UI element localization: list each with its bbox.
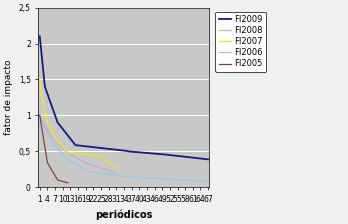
FI2006 (114, 174, 118, 177)
FI2007 (84, 153, 88, 156)
FI2007 (45, 120, 49, 123)
FI2007 (96, 155, 101, 157)
FI2005 (53, 174, 57, 177)
FI2008 (106, 169, 111, 172)
FI2008 (99, 167, 103, 169)
FI2008 (68, 153, 72, 156)
FI2007 (104, 159, 108, 162)
Line: FI2007: FI2007 (40, 80, 116, 167)
FI2008 (61, 147, 65, 150)
FI2008 (43, 124, 47, 127)
FI2007 (114, 166, 118, 169)
FI2008 (63, 150, 68, 152)
FI2008 (45, 128, 49, 131)
FI2007 (61, 146, 65, 148)
FI2006 (38, 114, 42, 117)
FI2008 (71, 155, 75, 157)
FI2007 (53, 137, 57, 140)
Line: FI2008: FI2008 (40, 115, 116, 173)
FI2007 (99, 155, 103, 158)
FI2009 (114, 148, 118, 151)
FI2005 (61, 180, 65, 183)
FI2007 (109, 162, 113, 165)
FI2008 (89, 163, 93, 166)
FI2007 (48, 125, 52, 128)
FI2007 (91, 154, 95, 157)
FI2008 (56, 142, 60, 145)
FI2006 (76, 164, 80, 167)
FI2006 (165, 178, 169, 180)
FI2005 (38, 114, 42, 117)
FI2008 (112, 171, 116, 174)
FI2005 (66, 181, 70, 184)
FI2007 (56, 140, 60, 142)
FI2006 (63, 156, 68, 158)
FI2008 (114, 172, 118, 174)
Y-axis label: fator de impacto: fator de impacto (4, 60, 13, 135)
FI2007 (112, 164, 116, 167)
Line: FI2009: FI2009 (40, 36, 208, 159)
FI2008 (86, 162, 90, 165)
FI2005 (48, 166, 52, 168)
FI2008 (79, 159, 83, 161)
FI2008 (102, 168, 106, 170)
FI2006 (206, 180, 210, 183)
FI2008 (94, 165, 98, 168)
FI2009 (165, 153, 169, 156)
FI2007 (81, 153, 85, 155)
Line: FI2006: FI2006 (40, 115, 208, 181)
Legend: FI2009, FI2008, FI2007, FI2006, FI2005: FI2009, FI2008, FI2007, FI2006, FI2005 (215, 12, 266, 72)
FI2009 (196, 157, 200, 159)
FI2008 (81, 160, 85, 162)
FI2005 (45, 161, 49, 164)
FI2007 (43, 114, 47, 117)
FI2007 (68, 152, 72, 154)
FI2008 (58, 144, 62, 147)
Line: FI2005: FI2005 (40, 115, 68, 183)
FI2008 (91, 164, 95, 167)
FI2005 (50, 170, 55, 173)
FI2008 (104, 168, 108, 171)
X-axis label: periódicos: periódicos (95, 209, 153, 220)
FI2008 (76, 157, 80, 160)
FI2008 (48, 133, 52, 135)
FI2007 (86, 153, 90, 156)
FI2007 (38, 78, 42, 81)
FI2005 (40, 130, 45, 132)
FI2007 (50, 131, 55, 134)
FI2008 (109, 170, 113, 173)
FI2008 (38, 114, 42, 117)
FI2008 (50, 137, 55, 140)
FI2009 (76, 144, 80, 147)
FI2007 (106, 161, 111, 163)
FI2007 (102, 157, 106, 160)
FI2006 (196, 179, 200, 182)
FI2005 (56, 179, 60, 181)
FI2007 (94, 154, 98, 157)
FI2007 (76, 152, 80, 155)
FI2007 (73, 152, 78, 155)
FI2009 (63, 131, 68, 134)
FI2008 (73, 156, 78, 159)
FI2005 (58, 179, 62, 182)
FI2007 (89, 154, 93, 156)
FI2007 (63, 149, 68, 151)
FI2008 (66, 152, 70, 155)
FI2005 (43, 146, 47, 148)
FI2007 (66, 151, 70, 154)
FI2007 (40, 96, 45, 99)
FI2007 (58, 143, 62, 145)
FI2007 (79, 152, 83, 155)
FI2008 (96, 166, 101, 168)
FI2007 (71, 152, 75, 155)
FI2005 (63, 181, 68, 183)
FI2008 (84, 161, 88, 164)
FI2009 (38, 35, 42, 38)
FI2009 (106, 148, 111, 150)
FI2008 (53, 140, 57, 142)
FI2009 (206, 158, 210, 161)
FI2008 (40, 120, 45, 123)
FI2006 (106, 173, 111, 176)
